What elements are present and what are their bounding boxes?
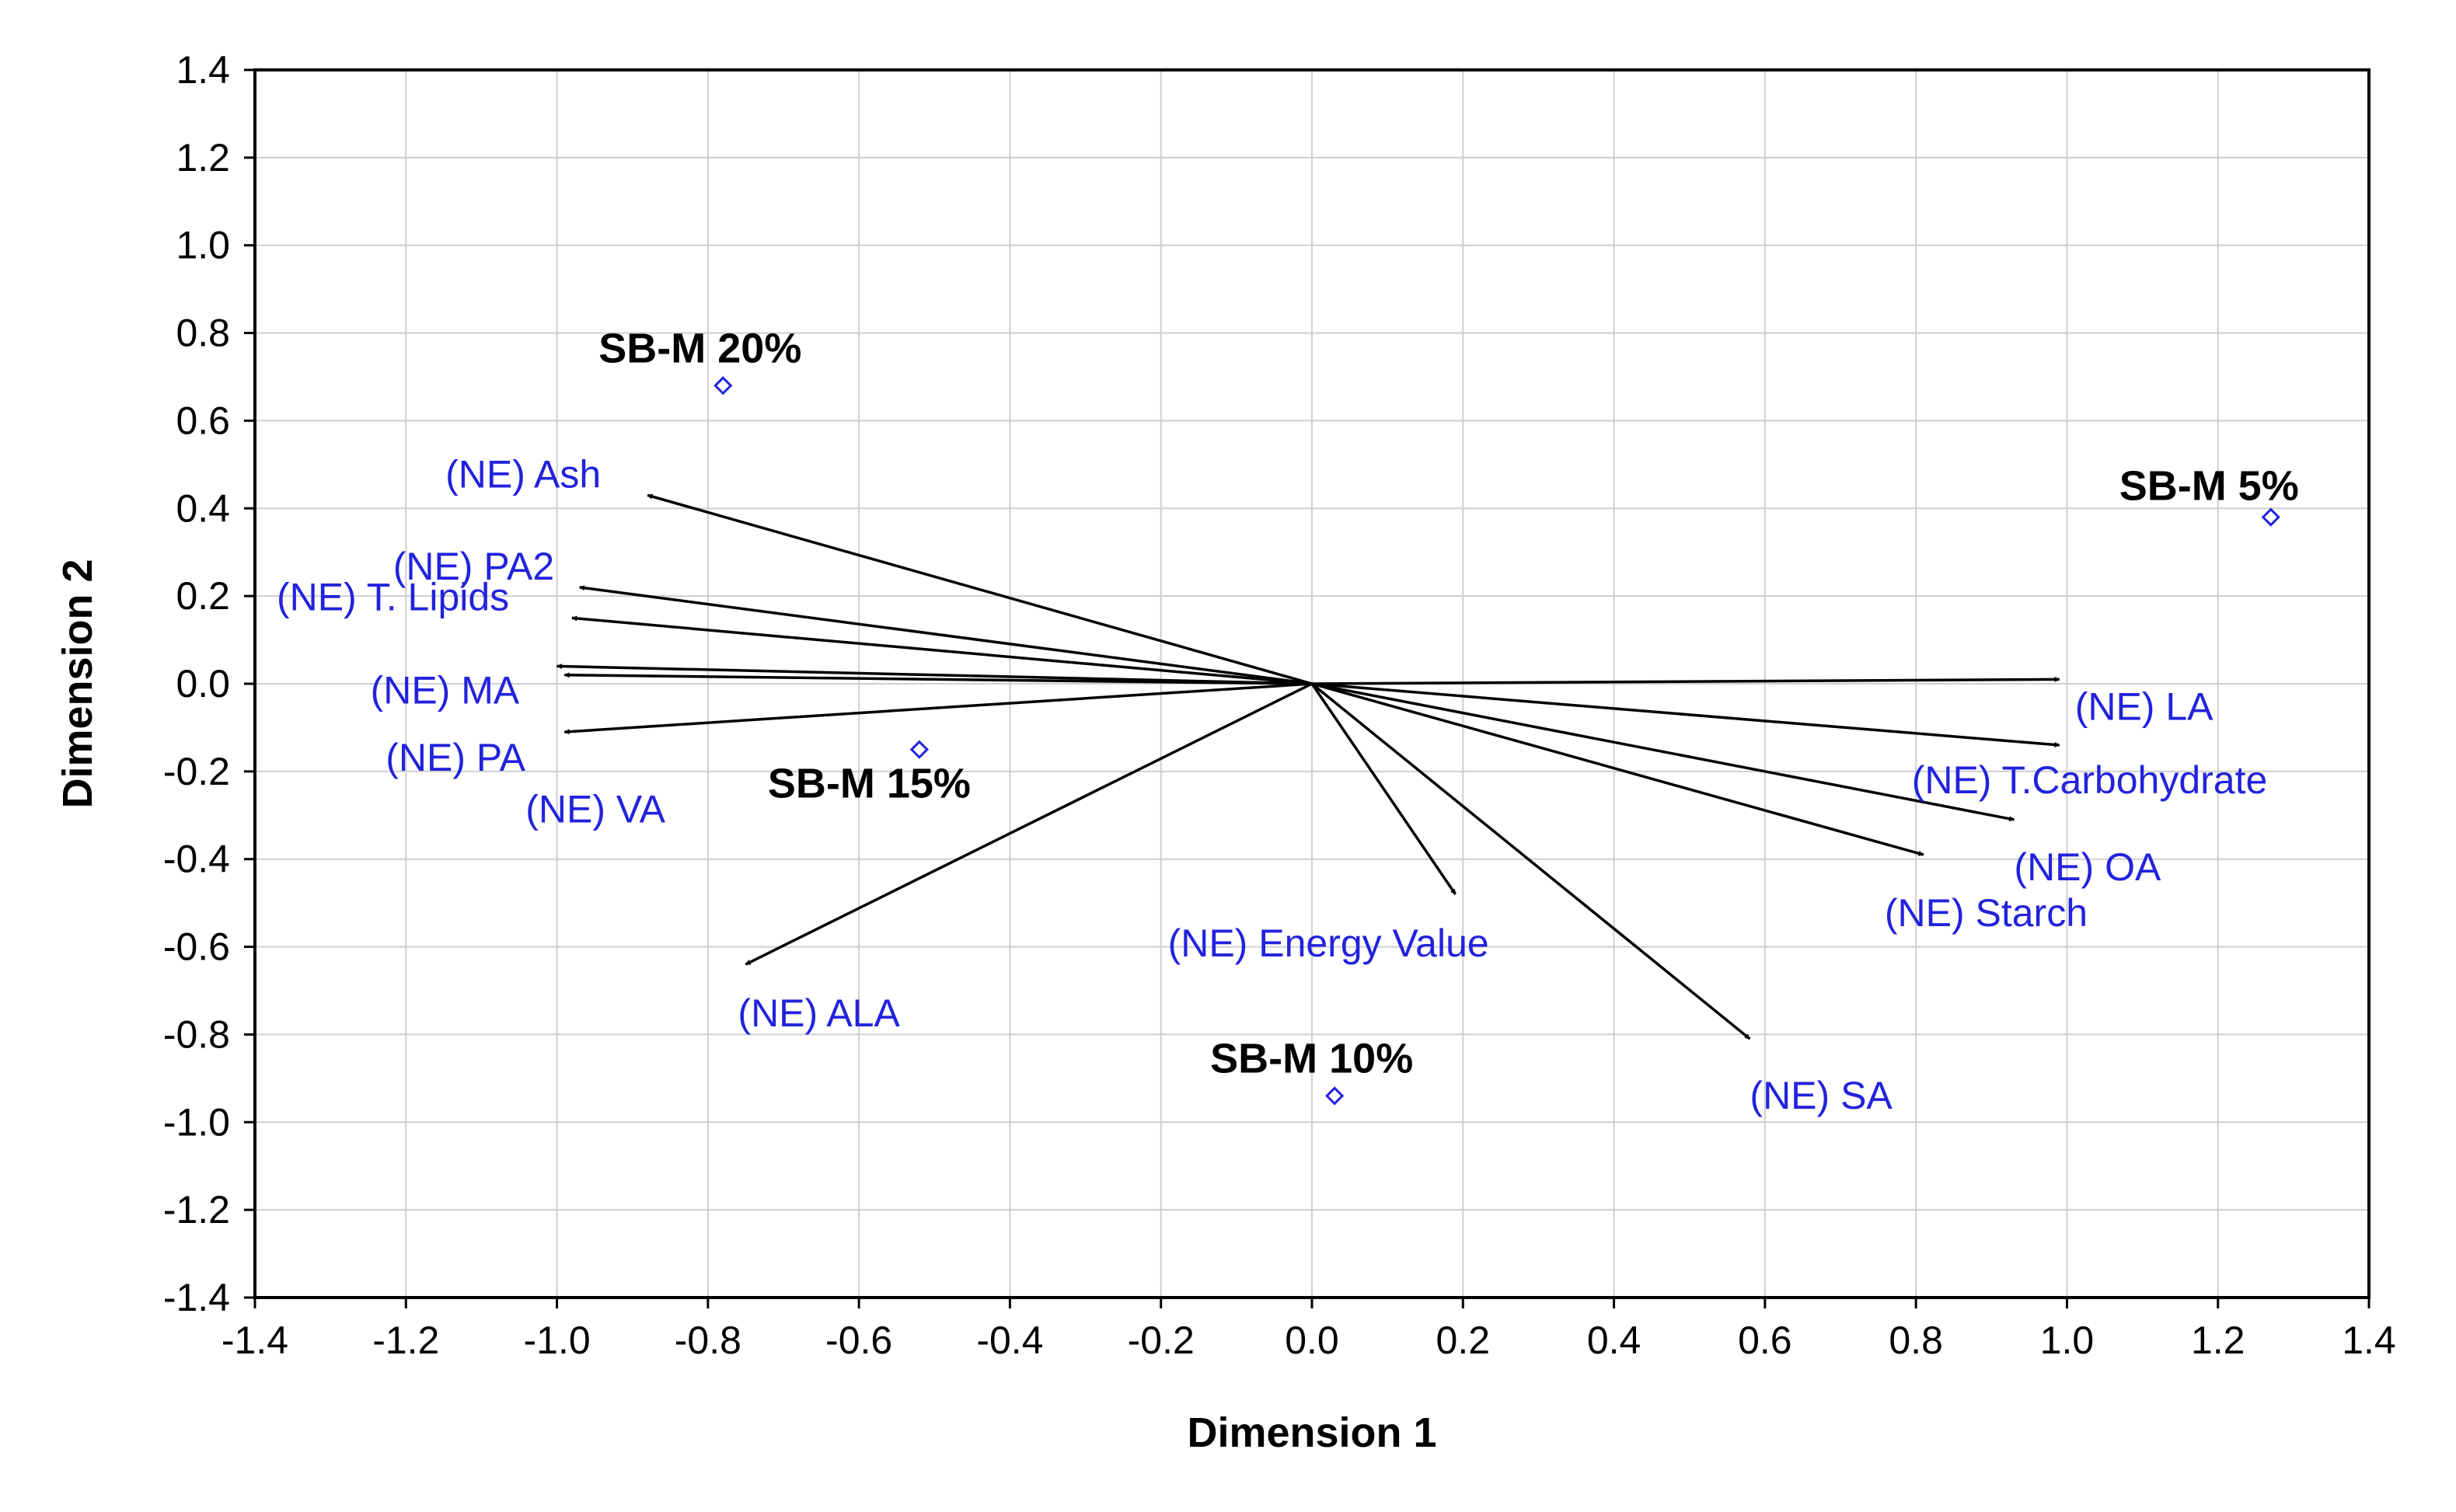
variable-label: (NE) Energy Value	[1168, 921, 1489, 965]
y-axis-ticks: 1.4 1.2 1.0 0.8 0.6 0.4 0.2 0.0 -0.2 -0.4 -0.6 -0.8…	[163, 48, 255, 1319]
variable-label: (NE) PA	[385, 736, 525, 779]
y-tick-label: -1.2	[163, 1188, 230, 1232]
variable-arrow	[563, 672, 1313, 685]
observation-label: SB-M 10%	[1210, 1035, 1413, 1082]
variable-arrow	[1311, 682, 2060, 747]
y-tick-label: -0.8	[163, 1012, 230, 1056]
variable-arrow	[579, 585, 1313, 685]
y-tick-label: 1.4	[176, 48, 230, 92]
variable-label: (NE) MA	[371, 668, 520, 712]
variable-label: (NE) Starch	[1885, 891, 2088, 935]
observation-label: SB-M 5%	[2119, 463, 2299, 510]
y-tick-label: 0.8	[176, 312, 230, 355]
observation-label: SB-M 15%	[768, 761, 971, 807]
y-tick-label: 0.6	[176, 399, 230, 442]
y-tick-label: -1.0	[163, 1100, 230, 1144]
observation-marker	[909, 740, 929, 759]
x-tick-label: 1.4	[2342, 1319, 2396, 1362]
variable-arrow	[563, 682, 1313, 735]
observation-marker	[2261, 507, 2280, 527]
grid	[255, 70, 2369, 1298]
variable-label: (NE) Ash	[445, 452, 601, 496]
variable-arrows	[556, 493, 2060, 1040]
variable-arrow	[647, 493, 1313, 685]
observation-marker	[1325, 1086, 1345, 1106]
y-tick-label: -0.2	[163, 750, 230, 793]
x-tick-label: 0.8	[1889, 1319, 1943, 1362]
variable-arrow	[571, 615, 1313, 685]
y-tick-label: 0.0	[176, 662, 230, 705]
x-tick-label: 0.2	[1436, 1319, 1491, 1362]
variable-arrow	[556, 664, 1313, 685]
variable-label: (NE) SA	[1750, 1074, 1893, 1117]
y-tick-label: 1.2	[176, 136, 230, 179]
y-tick-label: -0.4	[163, 838, 230, 881]
variable-arrow	[1311, 682, 2015, 822]
x-tick-label: -0.2	[1128, 1319, 1195, 1362]
x-tick-label: 0.4	[1587, 1319, 1641, 1362]
y-tick-label: 0.4	[176, 486, 230, 530]
x-tick-label: -1.0	[523, 1319, 590, 1362]
observation-marker	[713, 376, 733, 395]
x-tick-label: 1.0	[2040, 1319, 2095, 1362]
x-tick-label: 0.0	[1285, 1319, 1339, 1362]
variable-label: (NE) LA	[2075, 685, 2214, 728]
observation-label: SB-M 20%	[598, 325, 801, 371]
x-tick-label: 1.2	[2191, 1319, 2245, 1362]
variable-label: (NE) VA	[525, 788, 665, 831]
x-tick-label: -0.6	[825, 1319, 892, 1362]
x-tick-label: -1.4	[222, 1319, 288, 1362]
variable-label: (NE) T. Lipids	[277, 575, 509, 618]
variable-arrow	[1311, 682, 1924, 856]
y-tick-label: -0.6	[163, 925, 230, 969]
variable-label: (NE) ALA	[738, 991, 900, 1035]
variable-labels: (NE) Ash (NE) PA2(NE) T. Lipids (NE) MA (NE…	[277, 452, 2267, 1117]
x-axis-title: Dimension 1	[1187, 1409, 1436, 1456]
variable-arrow	[1311, 676, 2060, 685]
plot-frame-bg	[23, 23, 2433, 1492]
variable-arrow	[1310, 682, 1751, 1040]
observation-points: SB-M 20% SB-M 5% SB-M 15% SB-M 10%	[598, 325, 2299, 1106]
x-tick-label: -0.8	[675, 1319, 741, 1362]
variable-label: (NE) OA	[2014, 845, 2161, 889]
variable-arrow	[745, 682, 1313, 966]
variable-label: (NE) T.Carbohydrate	[1912, 758, 2268, 802]
x-tick-label: -0.4	[976, 1319, 1043, 1362]
y-tick-label: 1.0	[176, 224, 230, 267]
variable-arrow	[1310, 683, 1457, 895]
y-tick-label: -1.4	[163, 1276, 230, 1319]
x-tick-label: -1.2	[372, 1319, 439, 1362]
y-tick-label: 0.2	[176, 574, 230, 618]
x-tick-label: 0.6	[1738, 1319, 1792, 1362]
y-axis-title: Dimension 2	[54, 559, 101, 808]
variable-label: (NE) PA2	[393, 545, 554, 588]
x-axis-ticks: -1.4 -1.2 -1.0 -0.8 -0.6 -0.4 -0.2 0.0 0.2 0.4 0.6…	[222, 1298, 2396, 1362]
